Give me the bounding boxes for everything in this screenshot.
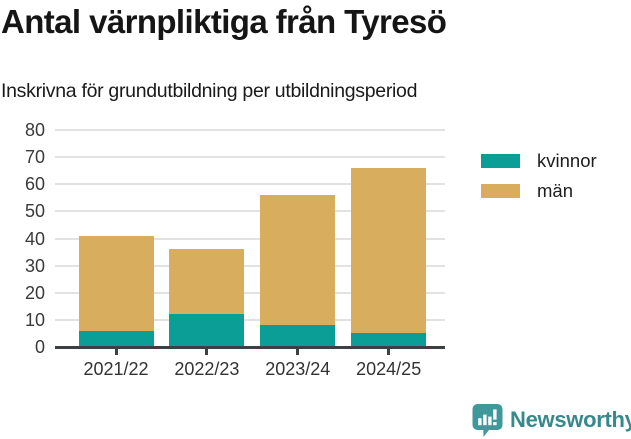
brand-name: Newsworthy	[510, 407, 631, 432]
y-axis-tick-label: 70	[24, 147, 45, 168]
gridline-70	[55, 156, 445, 159]
x-axis-tick	[114, 349, 118, 355]
gridline-20	[55, 291, 445, 294]
bar-segment-män-2022/23	[169, 249, 245, 315]
legend-label: män	[537, 180, 573, 201]
x-axis-tick	[205, 349, 209, 355]
y-axis-tick-label: 40	[24, 228, 45, 249]
chart-title: Antal värnpliktiga från Tyresö	[1, 3, 447, 40]
legend-label: kvinnor	[537, 150, 597, 171]
x-axis-tick	[387, 349, 391, 355]
y-axis-tick-label: 80	[24, 120, 45, 140]
bar-segment-kvinnor-2024/25	[351, 333, 427, 347]
y-axis-tick-label: 60	[24, 174, 45, 195]
y-axis-tick-label: 10	[24, 309, 45, 330]
legend-swatch-män	[481, 184, 520, 198]
y-axis-tick-label: 20	[24, 282, 45, 303]
bar-segment-män-2021/22	[78, 235, 154, 331]
bar-segment-män-2023/24	[260, 195, 336, 326]
bar-segment-kvinnor-2022/23	[169, 314, 245, 347]
legend-swatch-kvinnor	[481, 154, 520, 168]
legend-item-män: män	[481, 181, 597, 201]
legend-item-kvinnor: kvinnor	[481, 151, 597, 171]
x-axis-tick-label: 2021/22	[83, 359, 149, 379]
x-axis-tick-label: 2022/23	[174, 359, 240, 379]
gridline-60	[55, 183, 445, 186]
legend: kvinnor män	[481, 151, 597, 201]
y-axis-tick-label: 50	[24, 201, 45, 222]
x-axis-tick	[296, 349, 300, 355]
gridline-80	[55, 129, 445, 131]
gridline-50	[55, 210, 445, 213]
x-axis-tick-label: 2023/24	[265, 359, 331, 379]
gridline-10	[55, 318, 445, 321]
brand-logo: Newsworthy	[471, 403, 631, 437]
x-axis-line	[55, 346, 445, 349]
x-axis-tick-label: 2024/25	[356, 359, 422, 379]
chart-subtitle: Inskrivna för grundutbildning per utbild…	[1, 80, 418, 102]
bar-segment-kvinnor-2023/24	[260, 325, 336, 347]
bar-chart-speech-bubble-icon	[471, 403, 504, 437]
y-axis-tick-label: 0	[34, 337, 45, 357]
bar-segment-män-2024/25	[351, 167, 427, 334]
bar-segment-kvinnor-2021/22	[78, 330, 154, 347]
gridline-30	[55, 264, 445, 267]
y-axis-tick-label: 30	[24, 255, 45, 276]
gridline-40	[55, 237, 445, 240]
